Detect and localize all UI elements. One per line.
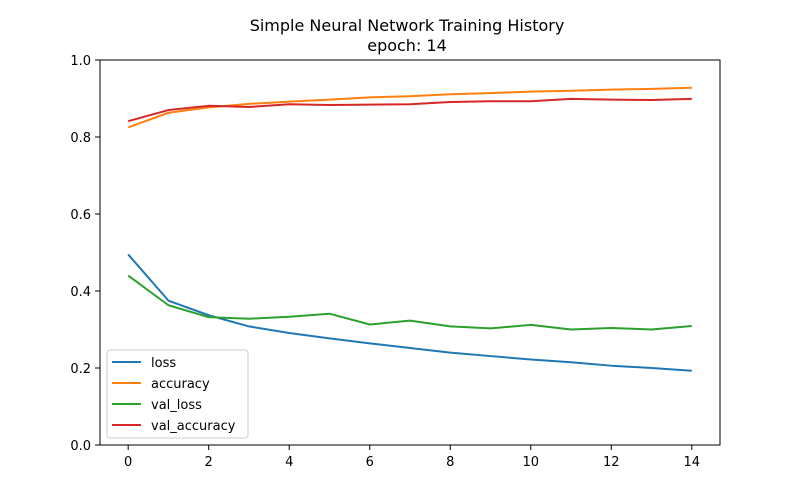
x-tick-label: 4 <box>285 455 293 470</box>
x-tick-label: 0 <box>124 455 132 470</box>
x-tick-label: 14 <box>684 455 701 470</box>
x-tick-label: 8 <box>446 455 454 470</box>
series-line-val-loss <box>127 274 692 331</box>
legend-label-val-accuracy: val_accuracy <box>151 419 236 434</box>
plot-area: 0 2 4 6 8 10 12 14 0.0 0.2 0.4 0.6 0.8 1.0 <box>70 54 721 470</box>
x-tick-label: 6 <box>366 455 374 470</box>
series-line-val-accuracy <box>127 97 692 123</box>
legend-label-loss: loss <box>151 356 176 371</box>
y-tick-label: 0.4 <box>70 285 91 300</box>
y-tick-label: 0.6 <box>70 208 91 223</box>
y-tick-label: 0.2 <box>70 362 91 377</box>
legend-box <box>106 349 249 439</box>
x-tick-label: 12 <box>603 455 620 470</box>
axes-frame <box>99 59 721 446</box>
y-tick-label: 0.0 <box>70 439 91 454</box>
chart-title: Simple Neural Network Training History <box>250 16 565 35</box>
series-line-accuracy <box>127 86 692 129</box>
legend: loss accuracy val_loss val_accuracy <box>106 349 249 439</box>
chart-subtitle: epoch: 14 <box>367 36 447 55</box>
x-tick-label: 2 <box>205 455 213 470</box>
legend-label-val-loss: val_loss <box>151 398 202 413</box>
legend-label-accuracy: accuracy <box>151 377 210 392</box>
y-tick-label: 1.0 <box>70 54 91 69</box>
y-tick-label: 0.8 <box>70 131 91 146</box>
x-tick-label: 10 <box>523 455 540 470</box>
series-line-loss <box>127 253 692 372</box>
